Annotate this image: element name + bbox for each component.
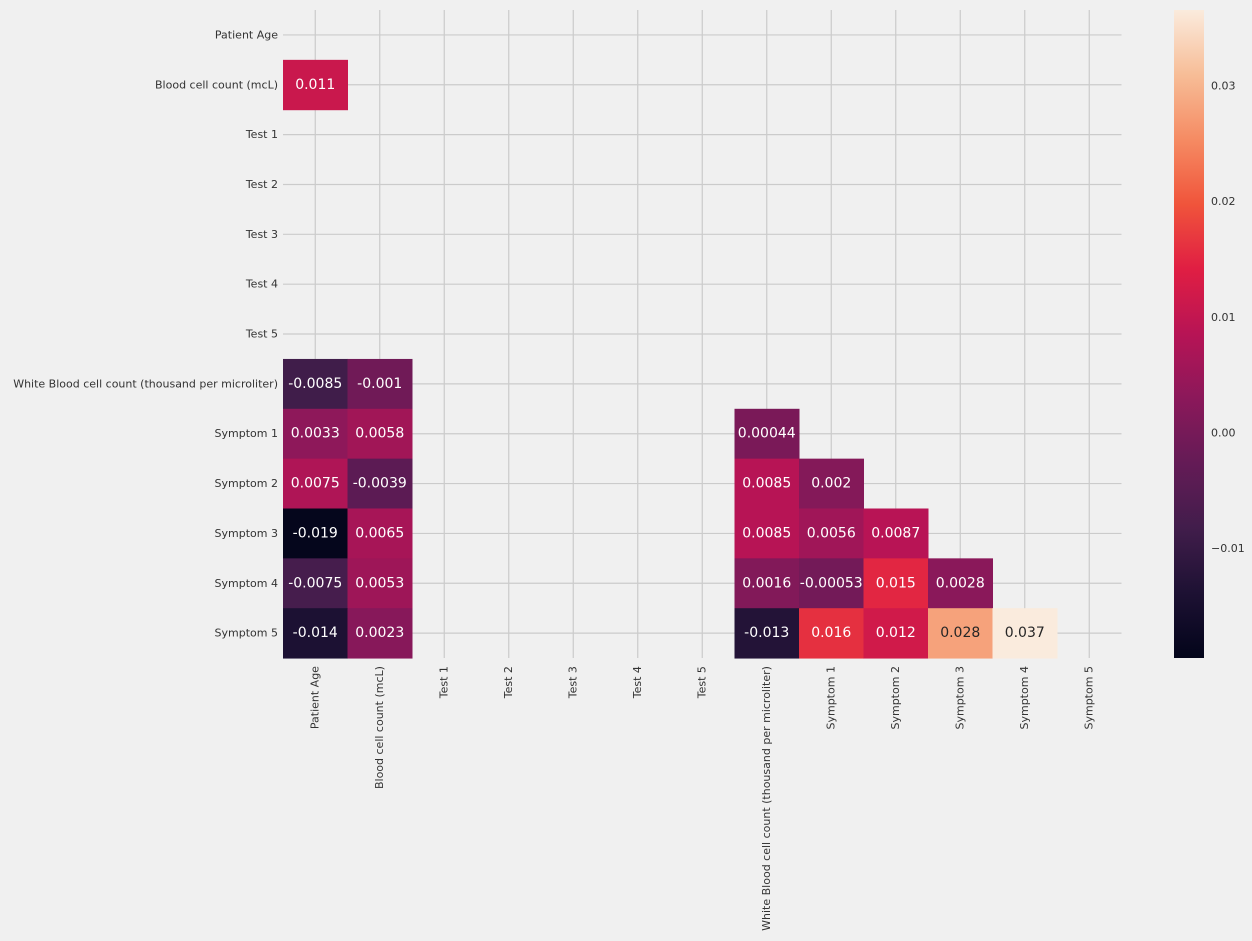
column-tick-label: Test 2 <box>502 666 515 699</box>
cell-value-label: -0.0075 <box>288 575 342 591</box>
column-tick-label: Test 5 <box>696 666 709 699</box>
cell-value-label: 0.0085 <box>742 525 791 541</box>
cell-value-label: 0.037 <box>1005 625 1045 641</box>
colorbar: −0.01 0.00 0.01 0.02 0.03 <box>1174 10 1245 658</box>
column-tick-label: Symptom 3 <box>954 666 967 729</box>
row-tick-label: Symptom 5 <box>215 627 278 640</box>
heatmap-cell <box>799 558 864 609</box>
colorbar-tick-label: 0.00 <box>1211 426 1236 439</box>
cell-value-label: 0.0053 <box>355 575 404 591</box>
cell-value-label: -0.0039 <box>353 476 407 492</box>
heatmap-cell <box>283 458 348 509</box>
heatmap-cell <box>347 508 413 559</box>
heatmap-cell <box>734 458 800 509</box>
heatmap-cell <box>734 508 800 559</box>
heatmap-cell <box>347 558 413 609</box>
heatmap-cell <box>863 508 929 559</box>
column-tick-label: Symptom 5 <box>1083 666 1096 729</box>
row-tick-label: Symptom 2 <box>215 477 278 490</box>
column-tick-label: Blood cell count (mcL) <box>373 666 386 789</box>
cell-value-label: 0.0023 <box>355 625 404 641</box>
row-tick-label: White Blood cell count (thousand per mic… <box>13 377 278 390</box>
cell-value-label: -0.013 <box>744 625 789 641</box>
colorbar-tick-label: 0.02 <box>1211 195 1236 208</box>
heatmap-cell <box>347 358 413 410</box>
cell-value-label: 0.0075 <box>291 476 340 492</box>
row-tick-label: Test 1 <box>245 128 278 141</box>
colorbar-tick-label: −0.01 <box>1211 542 1245 555</box>
cell-value-label: -0.001 <box>357 376 402 392</box>
colorbar-gradient <box>1174 10 1204 658</box>
cell-value-label: 0.002 <box>811 476 851 492</box>
heatmap-cells <box>283 59 1058 659</box>
heatmap-cell <box>863 608 929 659</box>
row-tick-label: Blood cell count (mcL) <box>155 78 278 91</box>
colorbar-tick-label: 0.01 <box>1211 311 1236 324</box>
column-tick-label: Symptom 4 <box>1018 666 1031 729</box>
heatmap-cell <box>734 608 800 659</box>
heatmap-cell <box>283 558 348 609</box>
cell-value-label: 0.016 <box>811 625 851 641</box>
heatmap-cell <box>799 458 864 509</box>
heatmap-cell <box>799 508 864 559</box>
row-tick-label: Test 3 <box>245 228 278 241</box>
cell-value-label: 0.0058 <box>355 426 404 442</box>
heatmap-cell <box>347 408 413 460</box>
cell-value-label: 0.012 <box>876 625 916 641</box>
heatmap-cell <box>283 59 348 111</box>
cell-value-label: 0.0028 <box>936 575 985 591</box>
row-tick-label: Test 4 <box>245 278 278 291</box>
cell-value-label: 0.011 <box>295 77 335 93</box>
cell-value-label: 0.0085 <box>742 476 791 492</box>
heatmap-cell <box>283 408 348 460</box>
heatmap-cell <box>734 408 800 460</box>
cell-value-label: 0.0065 <box>355 525 404 541</box>
cell-value-label: 0.0056 <box>807 525 856 541</box>
column-tick-label: Symptom 1 <box>825 666 838 729</box>
column-tick-label: Test 1 <box>438 666 451 699</box>
heatmap-cell <box>992 608 1058 659</box>
cell-value-label: -0.0085 <box>288 376 342 392</box>
cell-value-label: -0.014 <box>293 625 338 641</box>
cell-value-label: 0.0016 <box>742 575 791 591</box>
row-tick-labels: Patient Age Blood cell count (mcL) Test 1 T… <box>13 28 278 639</box>
heatmap-cell <box>347 608 413 659</box>
row-tick-label: Patient Age <box>215 28 278 41</box>
cell-value-label: 0.0087 <box>871 525 920 541</box>
colorbar-tick-label: 0.03 <box>1211 80 1236 93</box>
cell-value-label: 0.00044 <box>738 426 796 442</box>
heatmap-cell <box>283 608 348 659</box>
column-tick-label: Test 4 <box>631 666 644 699</box>
grid-lines <box>283 10 1122 659</box>
heatmap-cell <box>283 358 348 410</box>
column-tick-label: White Blood cell count (thousand per mic… <box>760 666 773 931</box>
column-tick-label: Test 3 <box>567 666 580 699</box>
row-tick-label: Symptom 1 <box>215 427 278 440</box>
row-tick-label: Symptom 3 <box>215 527 278 540</box>
row-tick-label: Test 5 <box>245 328 278 341</box>
heatmap-cell <box>928 558 993 609</box>
cell-value-label: 0.015 <box>876 575 916 591</box>
cell-value-label: 0.028 <box>940 625 980 641</box>
cell-value-label: 0.0033 <box>291 426 340 442</box>
cell-value-labels: 0.011 -0.0085 -0.001 0.0033 0.0058 0.00044 0.0… <box>288 77 1045 641</box>
cell-value-label: -0.00053 <box>800 575 863 591</box>
column-tick-label: Symptom 2 <box>889 666 902 729</box>
cell-value-label: -0.019 <box>293 525 338 541</box>
row-tick-label: Test 2 <box>245 178 278 191</box>
heatmap-cell <box>283 508 348 559</box>
heatmap-cell <box>734 558 800 609</box>
heatmap-cell <box>928 608 993 659</box>
heatmap-cell <box>347 458 413 509</box>
row-tick-label: Symptom 4 <box>215 577 278 590</box>
column-tick-labels: Patient Age Blood cell count (mcL) Test 1 T… <box>309 666 1096 931</box>
column-tick-label: Patient Age <box>309 666 322 729</box>
heatmap-cell <box>799 608 864 659</box>
heatmap-cell <box>863 558 929 609</box>
